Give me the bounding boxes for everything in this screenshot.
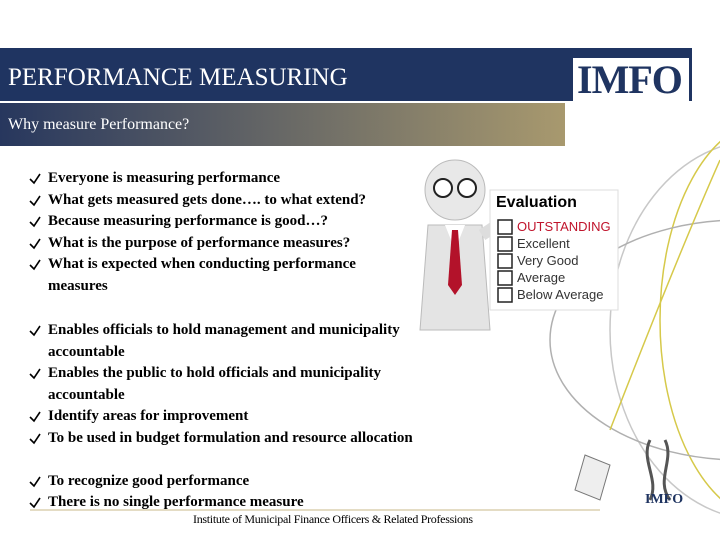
evaluation-option: Average	[517, 270, 566, 285]
check-icon	[29, 195, 41, 206]
check-icon	[29, 216, 41, 228]
evaluation-title: Evaluation	[496, 194, 577, 211]
evaluation-option: OUTSTANDING	[517, 219, 611, 234]
check-icon	[29, 411, 41, 423]
subtitle: Why measure Performance?	[8, 116, 190, 133]
subtitle-band	[0, 103, 565, 146]
check-icon	[29, 259, 41, 271]
check-icon	[29, 325, 41, 337]
title: PERFORMANCE MEASURING	[8, 64, 348, 91]
bullet-item: What is expected when conducting perform…	[48, 256, 356, 294]
bullet-item: To recognize good performance	[48, 472, 250, 489]
globe-lines	[549, 140, 720, 514]
bullet-item: To be used in budget formulation and res…	[48, 429, 413, 446]
evaluation-option: Very Good	[517, 253, 579, 268]
check-icon	[29, 173, 41, 185]
bullet-item: Enables officials to hold management and…	[48, 322, 400, 360]
logo-box	[573, 58, 689, 102]
check-icon	[29, 368, 41, 380]
check-icon	[29, 433, 41, 444]
footer: Institute of Municipal Finance Officers …	[193, 512, 473, 526]
bullet-item: What gets measured gets done…. to what e…	[48, 191, 367, 208]
footer-art	[574, 439, 672, 501]
logo: IMFO	[577, 57, 683, 102]
check-icon	[29, 238, 41, 249]
bullet-item: Identify areas for improvement	[48, 408, 249, 424]
evaluation-option: Below Average	[517, 287, 604, 302]
footer-logo: IMFO	[645, 492, 684, 507]
bullet-item: Enables the public to hold officials and…	[48, 365, 381, 403]
bullet-item: Everyone is measuring performance	[48, 170, 281, 186]
check-icon	[29, 476, 41, 487]
bullet-item: Because measuring performance is good…?	[48, 213, 328, 229]
check-icon	[29, 497, 41, 509]
evaluation-option: Excellent	[517, 236, 570, 251]
checkboxes	[497, 219, 513, 303]
bullet-item: There is no single performance measure	[48, 494, 304, 510]
bullet-item: What is the purpose of performance measu…	[48, 234, 351, 251]
